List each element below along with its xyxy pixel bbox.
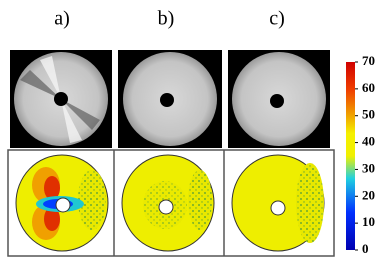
figure: a) b) c) <box>0 0 384 258</box>
tick-label: 30 <box>362 160 375 175</box>
image-b-top <box>118 50 222 148</box>
colorbar <box>346 62 355 250</box>
map-b <box>122 155 214 251</box>
panel-label: c) <box>269 8 285 30</box>
panel-label: a) <box>54 8 70 30</box>
tick-label: 50 <box>362 107 375 122</box>
tick-label: 20 <box>362 187 375 202</box>
tick-label: 70 <box>362 53 375 68</box>
tick-label: 0 <box>362 241 369 256</box>
panel-label: b) <box>158 8 175 30</box>
tick-label: 40 <box>362 134 375 149</box>
tick-label: 60 <box>362 80 375 95</box>
tick-label: 10 <box>362 214 375 229</box>
map-c <box>232 155 324 251</box>
map-a <box>16 155 108 251</box>
image-c-top <box>228 50 330 148</box>
colorbar-ticks: 0 10 20 30 40 50 60 70 <box>355 53 375 256</box>
image-a-top <box>10 50 112 148</box>
